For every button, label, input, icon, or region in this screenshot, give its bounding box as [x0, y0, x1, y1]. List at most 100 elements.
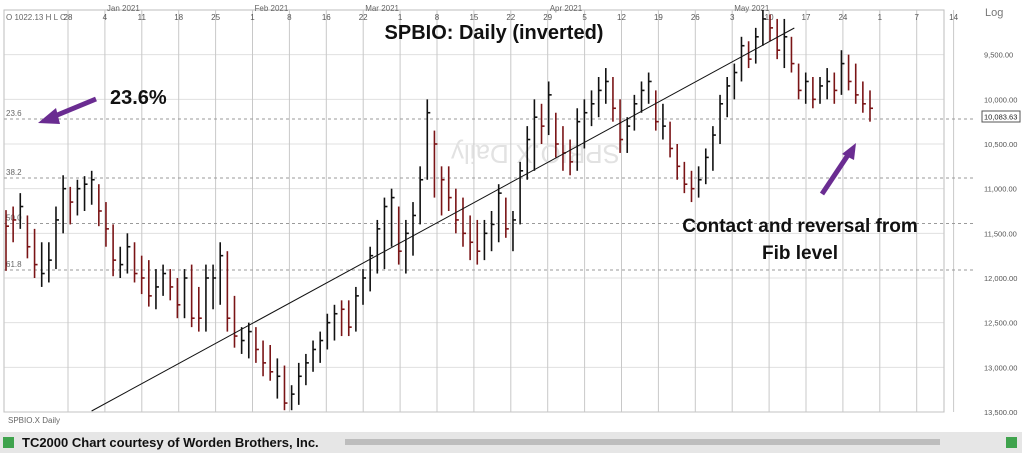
price-bar — [783, 18, 788, 69]
y-tick-label: 9,500.00 — [984, 51, 1013, 60]
trendline[interactable] — [91, 27, 795, 412]
price-bar — [797, 63, 802, 100]
x-tick-label: 25 — [211, 13, 220, 22]
footer-left-toggle[interactable] — [3, 437, 14, 448]
price-bar — [76, 179, 81, 216]
price-bar — [854, 63, 859, 104]
series-watermark: SPBIO.X Daily — [451, 139, 620, 169]
last-value-label: 10,083.63 — [984, 113, 1017, 122]
price-bar — [412, 202, 417, 256]
price-bar — [5, 210, 9, 271]
price-bar — [712, 126, 716, 171]
price-bar — [340, 300, 345, 337]
x-tick-label: 1 — [398, 13, 403, 22]
price-bar — [490, 211, 495, 252]
fib-levels: 23.6 38.2 50.0 61.8 — [4, 109, 976, 271]
price-bar — [112, 224, 117, 277]
x-tick-label: 12 — [617, 13, 626, 22]
price-bar — [447, 166, 452, 211]
fib-level-label: 61.8 — [6, 260, 22, 269]
price-bar — [19, 193, 24, 229]
x-tick-label: 28 — [64, 13, 73, 22]
x-tick-label: 22 — [506, 13, 515, 22]
price-bar — [55, 206, 59, 270]
fib-level-label: 50.0 — [6, 214, 22, 223]
y-tick-label: 13,000.00 — [984, 363, 1017, 372]
price-bar — [576, 108, 581, 171]
price-bar — [319, 331, 324, 363]
price-bar — [690, 170, 695, 203]
price-bar — [169, 269, 174, 301]
price-bar — [83, 176, 88, 211]
y-tick-label: 11,000.00 — [984, 185, 1017, 194]
x-tick-label: 7 — [914, 13, 919, 22]
price-bar — [769, 14, 774, 42]
x-tick-label: 24 — [838, 13, 847, 22]
x-tick-label: 1 — [250, 13, 255, 22]
price-bar — [426, 99, 431, 180]
price-bars — [5, 10, 873, 411]
x-tick-label: 3 — [730, 13, 735, 22]
price-bar — [583, 99, 588, 149]
price-bar — [333, 304, 338, 341]
price-bar — [669, 121, 674, 158]
price-bar — [183, 269, 188, 319]
y-tick-label: 10,500.00 — [984, 140, 1017, 149]
price-bar — [233, 295, 238, 348]
price-bar — [419, 166, 424, 225]
y-tick-label: 11,500.00 — [984, 229, 1017, 238]
price-bar — [590, 90, 595, 127]
series-label: SPBIO.X Daily — [8, 416, 60, 425]
price-bar — [597, 77, 602, 118]
x-axis-ticks: 28 4 11 18 25 1 8 16 22 1 8 15 22 29 5 12 19 26 3 10 17 24 1 7 1… — [64, 13, 959, 22]
price-bar — [497, 184, 502, 243]
month-label: Apr 2021 — [550, 4, 583, 13]
price-bar — [633, 94, 638, 131]
last-value-box — [981, 110, 1021, 123]
price-bar — [40, 242, 45, 287]
x-tick-label: 15 — [469, 13, 478, 22]
price-bar — [155, 269, 159, 310]
month-label: May 2021 — [734, 4, 770, 13]
price-bar — [662, 103, 666, 140]
price-bar — [619, 99, 624, 153]
price-bar — [162, 264, 167, 296]
price-bar — [547, 81, 552, 136]
price-bar — [362, 269, 367, 305]
x-tick-label: 1 — [878, 13, 883, 22]
x-tick-label: 8 — [287, 13, 292, 22]
price-bar — [383, 197, 388, 270]
price-bar — [762, 10, 766, 46]
price-bar — [569, 139, 574, 176]
price-bar — [326, 313, 331, 350]
price-bar — [697, 166, 702, 198]
price-bar — [704, 148, 709, 185]
price-bar — [255, 327, 259, 363]
x-tick-label: 8 — [435, 13, 440, 22]
footer-right-toggle[interactable] — [1006, 437, 1017, 448]
x-tick-label: 29 — [543, 13, 552, 22]
price-bar — [283, 365, 288, 411]
x-tick-label: 11 — [138, 13, 147, 22]
x-tick-label: 17 — [802, 13, 811, 22]
price-bar — [26, 215, 31, 259]
price-bar — [262, 340, 267, 377]
price-bar — [376, 219, 381, 274]
price-bar — [512, 211, 516, 252]
fib-level-label: 23.6 — [6, 109, 22, 118]
price-bar — [240, 327, 245, 354]
price-bar — [847, 54, 852, 91]
price-bar — [519, 161, 524, 225]
price-bar — [355, 286, 359, 332]
price-bar — [119, 246, 124, 278]
price-bar — [69, 186, 74, 225]
price-bar — [347, 300, 352, 337]
price-bar — [205, 264, 209, 332]
x-tick-label: 26 — [691, 13, 700, 22]
price-bar — [790, 36, 795, 73]
fib-level-label: 38.2 — [6, 168, 22, 177]
log-toggle[interactable]: Log — [985, 7, 1003, 19]
month-labels: Jan 2021 Feb 2021 Mar 2021 Apr 2021 May 2021 — [107, 4, 770, 13]
y-tick-label: 13,500.00 — [984, 408, 1017, 417]
